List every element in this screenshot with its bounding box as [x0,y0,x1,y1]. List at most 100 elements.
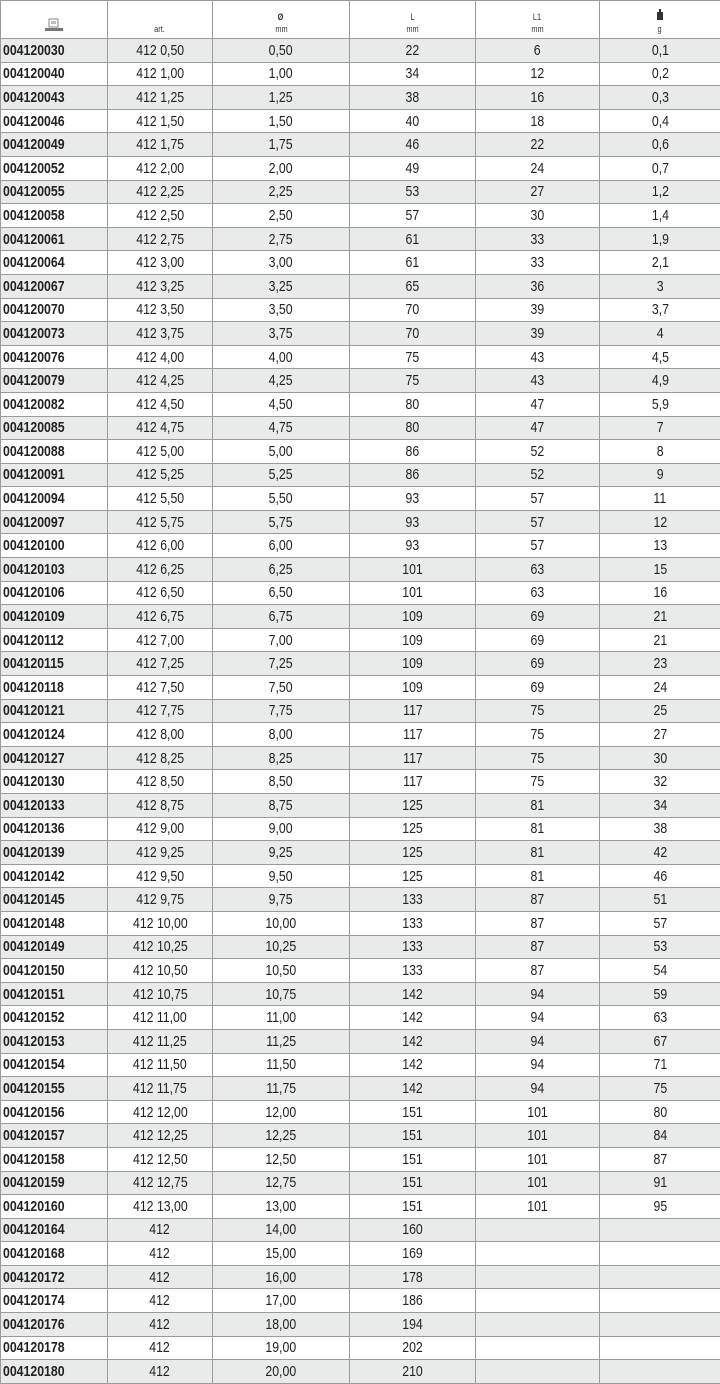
cell-length: 49 [350,156,476,180]
cell-flute-length: 69 [476,676,600,700]
weight-icon [656,9,664,20]
cell-article: 412 10,75 [108,982,213,1006]
cell-catalog-number: 004120043 [1,86,108,110]
cell-length: 210 [350,1360,476,1384]
cell-diameter: 2,00 [213,156,350,180]
cell-diameter: 2,25 [213,180,350,204]
cell-article: 412 2,00 [108,156,213,180]
cell-catalog-number: 004120159 [1,1171,108,1195]
cell-article: 412 5,75 [108,510,213,534]
cell-article: 412 7,00 [108,628,213,652]
cell-weight: 67 [600,1029,720,1053]
cell-length: 93 [350,534,476,558]
cell-catalog-number: 004120094 [1,487,108,511]
cell-catalog-number: 004120106 [1,581,108,605]
cell-article: 412 13,00 [108,1195,213,1219]
cell-flute-length: 101 [476,1100,600,1124]
cell-flute-length: 94 [476,1053,600,1077]
cell-diameter: 10,00 [213,911,350,935]
cell-article: 412 1,75 [108,133,213,157]
header-weight: g [600,1,720,39]
cell-article: 412 7,75 [108,699,213,723]
cell-diameter: 11,25 [213,1029,350,1053]
cell-length: 53 [350,180,476,204]
cell-flute-length: 33 [476,227,600,251]
cell-catalog-number: 004120030 [1,39,108,63]
cell-article: 412 3,25 [108,274,213,298]
cell-length: 101 [350,581,476,605]
cell-diameter: 9,25 [213,841,350,865]
cell-article: 412 2,75 [108,227,213,251]
cell-flute-length: 36 [476,274,600,298]
cell-diameter: 9,50 [213,864,350,888]
cell-catalog-number: 004120118 [1,676,108,700]
cell-weight: 21 [600,605,720,629]
cell-flute-length [476,1289,600,1313]
cell-flute-length [476,1265,600,1289]
cell-length: 117 [350,746,476,770]
cell-diameter: 8,50 [213,770,350,794]
cell-diameter: 4,00 [213,345,350,369]
cell-catalog-number: 004120130 [1,770,108,794]
cell-article: 412 5,50 [108,487,213,511]
cell-diameter: 14,00 [213,1218,350,1242]
cell-flute-length: 69 [476,652,600,676]
cell-length: 38 [350,86,476,110]
cell-weight: 0,2 [600,62,720,86]
cell-catalog-number: 004120174 [1,1289,108,1313]
cell-length: 142 [350,1053,476,1077]
cell-article: 412 [108,1242,213,1266]
cell-article: 412 3,75 [108,322,213,346]
cell-weight: 27 [600,723,720,747]
cell-weight: 30 [600,746,720,770]
cell-diameter: 2,50 [213,204,350,228]
cell-flute-length: 18 [476,109,600,133]
cell-length: 133 [350,959,476,983]
cell-flute-length: 101 [476,1124,600,1148]
cell-catalog-number: 004120097 [1,510,108,534]
cell-diameter: 20,00 [213,1360,350,1384]
cell-length: 80 [350,416,476,440]
cell-weight: 25 [600,699,720,723]
cell-article: 412 6,25 [108,558,213,582]
cell-weight: 4,9 [600,369,720,393]
cell-article: 412 7,50 [108,676,213,700]
cell-length: 125 [350,864,476,888]
cell-length: 86 [350,440,476,464]
cell-article: 412 9,25 [108,841,213,865]
cell-weight: 75 [600,1077,720,1101]
cell-length: 70 [350,298,476,322]
cell-article: 412 6,00 [108,534,213,558]
cell-catalog-number: 004120148 [1,911,108,935]
cell-weight: 2,1 [600,251,720,275]
cell-weight: 21 [600,628,720,652]
cell-flute-length: 39 [476,298,600,322]
cell-length: 142 [350,1029,476,1053]
cell-flute-length [476,1313,600,1337]
cell-weight: 34 [600,794,720,818]
cell-article: 412 [108,1313,213,1337]
cell-diameter: 10,75 [213,982,350,1006]
cell-article: 412 12,00 [108,1100,213,1124]
cell-diameter: 8,00 [213,723,350,747]
cell-flute-length: 69 [476,605,600,629]
cell-article: 412 10,50 [108,959,213,983]
